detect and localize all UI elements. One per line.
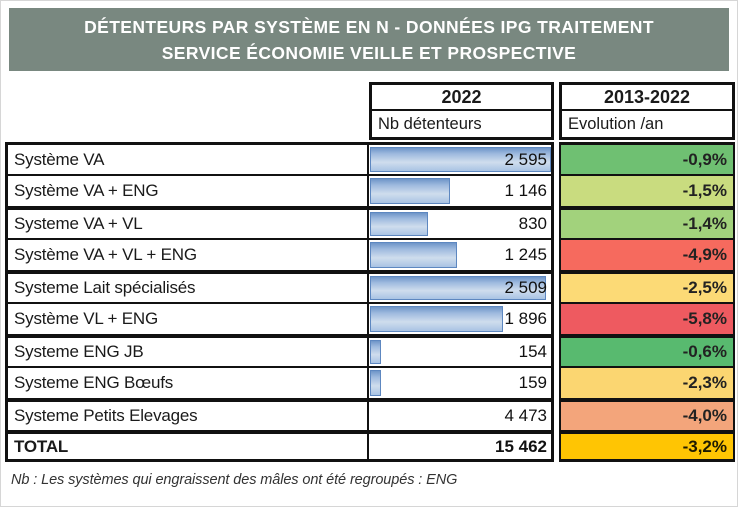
data-bar bbox=[370, 178, 451, 204]
column-gap bbox=[554, 174, 559, 206]
row-label: Systeme ENG Bœufs bbox=[5, 366, 369, 398]
data-bar bbox=[370, 212, 429, 236]
row-label: Système VA + VL + ENG bbox=[5, 238, 369, 270]
systems-table: Système VA 2 595 -0,9% Système VA + ENG … bbox=[5, 142, 737, 462]
evolution-cell: -2,5% bbox=[559, 270, 735, 302]
evolution-cell: -0,6% bbox=[559, 334, 735, 366]
row-label: TOTAL bbox=[5, 430, 369, 462]
column-gap bbox=[554, 238, 559, 270]
table-row-systeme-petits-elevages: Systeme Petits Elevages 4 473 -4,0% bbox=[5, 398, 737, 430]
value-cell: 4 473 bbox=[369, 398, 554, 430]
evolution-cell: -5,8% bbox=[559, 302, 735, 334]
value-cell: 1 245 bbox=[369, 238, 554, 270]
column-period: 2013-2022 Evolution /an bbox=[559, 82, 735, 140]
value-text: 830 bbox=[518, 214, 547, 233]
report-title: DÉTENTEURS PAR SYSTÈME EN N - DONNÉES IP… bbox=[9, 8, 729, 71]
column-gap bbox=[554, 302, 559, 334]
evolution-cell: -1,5% bbox=[559, 174, 735, 206]
row-label: Systeme VA + VL bbox=[5, 206, 369, 238]
header-year-2022: 2022 bbox=[369, 82, 554, 111]
value-cell: 830 bbox=[369, 206, 554, 238]
row-label: Systeme Petits Elevages bbox=[5, 398, 369, 430]
value-cell: 154 bbox=[369, 334, 554, 366]
table-row-systeme-va-vl-eng: Système VA + VL + ENG 1 245 -4,9% bbox=[5, 238, 737, 270]
row-label: Systeme Lait spécialisés bbox=[5, 270, 369, 302]
value-cell: 15 462 bbox=[369, 430, 554, 462]
header-evolution-an: Evolution /an bbox=[559, 111, 735, 140]
evolution-cell: -4,0% bbox=[559, 398, 735, 430]
evolution-cell: -0,9% bbox=[559, 142, 735, 174]
value-text: 2 509 bbox=[504, 278, 547, 297]
evolution-cell: -2,3% bbox=[559, 366, 735, 398]
value-cell: 2 595 bbox=[369, 142, 554, 174]
value-cell: 1 896 bbox=[369, 302, 554, 334]
data-bar bbox=[370, 276, 546, 300]
table-row-systeme-eng-boeufs: Systeme ENG Bœufs 159 -2,3% bbox=[5, 366, 737, 398]
evolution-cell: -4,9% bbox=[559, 238, 735, 270]
column-gap bbox=[554, 270, 559, 302]
data-bar bbox=[370, 370, 382, 396]
value-text: 4 473 bbox=[504, 406, 547, 425]
data-bar bbox=[370, 306, 503, 332]
table-row-systeme-va: Système VA 2 595 -0,9% bbox=[5, 142, 737, 174]
value-cell: 2 509 bbox=[369, 270, 554, 302]
value-text: 159 bbox=[518, 373, 547, 392]
value-text: 15 462 bbox=[495, 436, 547, 456]
column-gap bbox=[554, 142, 559, 174]
row-label: Système VA bbox=[5, 142, 369, 174]
value-cell: 159 bbox=[369, 366, 554, 398]
data-bar bbox=[370, 147, 552, 172]
value-text: 1 896 bbox=[504, 309, 547, 328]
evolution-cell: -1,4% bbox=[559, 206, 735, 238]
value-text: 1 146 bbox=[504, 181, 547, 200]
table-row-systeme-va-eng: Système VA + ENG 1 146 -1,5% bbox=[5, 174, 737, 206]
row-label: Système VL + ENG bbox=[5, 302, 369, 334]
column-headers: 2022 Nb détenteurs 2013-2022 Evolution /… bbox=[5, 82, 737, 140]
header-period-2013-2022: 2013-2022 bbox=[559, 82, 735, 111]
column-gap bbox=[554, 398, 559, 430]
column-gap bbox=[554, 334, 559, 366]
value-text: 154 bbox=[518, 342, 547, 361]
value-text: 1 245 bbox=[504, 245, 547, 264]
header-nb-detenteurs: Nb détenteurs bbox=[369, 111, 554, 140]
table-row-systeme-lait-specialises: Systeme Lait spécialisés 2 509 -2,5% bbox=[5, 270, 737, 302]
column-gap bbox=[554, 366, 559, 398]
table-row-total: TOTAL 15 462 -3,2% bbox=[5, 430, 737, 462]
table-row-systeme-vl-eng: Système VL + ENG 1 896 -5,8% bbox=[5, 302, 737, 334]
value-cell: 1 146 bbox=[369, 174, 554, 206]
data-bar bbox=[370, 242, 458, 268]
table-row-systeme-eng-jb: Systeme ENG JB 154 -0,6% bbox=[5, 334, 737, 366]
table-row-systeme-va-vl: Systeme VA + VL 830 -1,4% bbox=[5, 206, 737, 238]
row-label: Systeme ENG JB bbox=[5, 334, 369, 366]
title-line-1: DÉTENTEURS PAR SYSTÈME EN N - DONNÉES IP… bbox=[84, 16, 654, 37]
column-gap bbox=[554, 430, 559, 462]
header-spacer bbox=[5, 82, 369, 140]
title-line-2: SERVICE ÉCONOMIE VEILLE ET PROSPECTIVE bbox=[161, 42, 577, 63]
column-2022: 2022 Nb détenteurs bbox=[369, 82, 554, 140]
evolution-cell: -3,2% bbox=[559, 430, 735, 462]
value-text: 2 595 bbox=[504, 149, 547, 169]
data-bar bbox=[370, 340, 381, 364]
footnote: Nb : Les systèmes qui engraissent des mâ… bbox=[11, 472, 458, 488]
row-label: Système VA + ENG bbox=[5, 174, 369, 206]
column-gap bbox=[554, 206, 559, 238]
